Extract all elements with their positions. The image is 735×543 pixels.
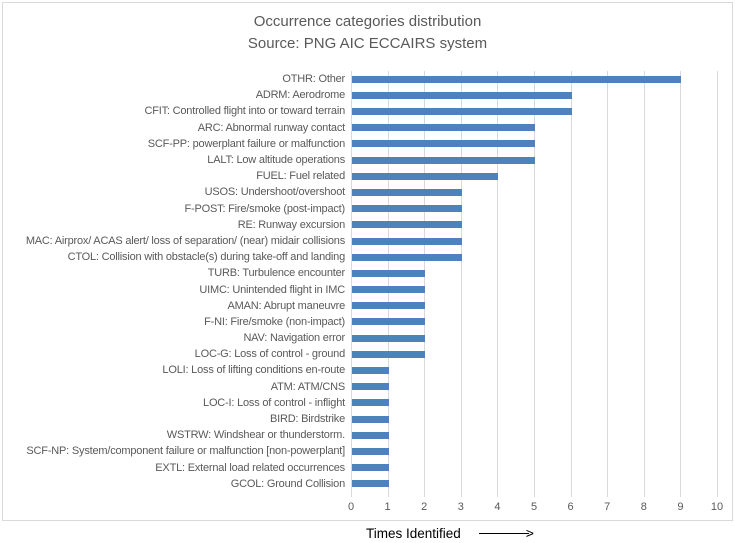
category-label: F-NI: Fire/smoke (non-impact) <box>204 315 345 328</box>
category-label: SCF-PP: powerplant failure or malfunctio… <box>147 137 345 150</box>
bar <box>352 253 462 261</box>
x-tick-label: 5 <box>530 501 538 513</box>
gridline <box>680 71 682 497</box>
category-label: LALT: Low altitude operations <box>207 153 345 166</box>
gridline <box>534 71 535 497</box>
x-tick-label: 8 <box>640 501 647 513</box>
gridline <box>717 71 718 497</box>
gridline <box>570 71 572 497</box>
gridline <box>643 71 645 497</box>
category-label: ARC: Abnormal runway contact <box>197 121 345 134</box>
x-tick-label: 3 <box>457 501 464 513</box>
x-tick-label: 9 <box>677 501 684 513</box>
bar <box>352 75 682 83</box>
category-label: CTOL: Collision with obstacle(s) during … <box>67 251 346 264</box>
bar <box>352 269 426 277</box>
category-label: F-POST: Fire/smoke (post-impact) <box>184 202 346 215</box>
chart-subtitle: Source: PNG AIC ECCAIRS system <box>247 35 488 52</box>
bar <box>352 302 426 310</box>
category-label: CFIT: Controlled flight into or toward t… <box>144 105 346 118</box>
category-label: UIMC: Unintended flight in IMC <box>199 283 345 296</box>
bar <box>352 318 426 326</box>
category-label: AMAN: Abrupt maneuvre <box>227 299 346 312</box>
bar <box>352 399 389 407</box>
x-tick-label: 0 <box>347 501 355 513</box>
right-arrow-head-icon: > <box>525 525 534 541</box>
bar <box>352 431 389 439</box>
plot-area: 0 1 2 3 4 5 6 7 8 9 10 <box>348 71 723 513</box>
x-tick-label: 2 <box>421 501 428 513</box>
bar <box>352 172 499 180</box>
gridline <box>497 71 499 497</box>
bar <box>352 367 389 375</box>
bar <box>352 480 389 488</box>
bar <box>352 448 389 456</box>
bar <box>352 221 462 229</box>
bar <box>352 286 426 294</box>
bar <box>352 350 426 358</box>
bar <box>352 334 426 342</box>
gridline <box>460 71 462 497</box>
right-arrow-line-icon <box>478 532 529 534</box>
bar <box>352 237 462 245</box>
gridline <box>351 71 352 497</box>
category-label: ATM: ATM/CNS <box>270 380 345 393</box>
bar <box>352 383 389 391</box>
category-label: TURB: Turbulence encounter <box>207 267 345 280</box>
bar <box>352 415 389 423</box>
category-label: WSTRW: Windshear or thunderstorm. <box>166 429 345 442</box>
category-axis-labels: OTHR: Other ADRM: Aerodrome CFIT: Controll… <box>3 71 345 492</box>
x-tick-label: 10 <box>710 501 724 513</box>
category-label: EXTL: External load related occurrences <box>155 461 345 474</box>
category-label: LOC-G: Loss of control - ground <box>194 348 346 361</box>
chart-container: Occurrence categories distribution Sourc… <box>2 2 733 521</box>
x-axis-title: Times Identified > <box>366 524 534 542</box>
chart-title-block: Occurrence categories distribution Sourc… <box>3 11 732 55</box>
gridline <box>424 71 426 497</box>
gridline <box>607 71 609 497</box>
x-tick-label: 7 <box>604 501 611 513</box>
bar <box>352 205 462 213</box>
category-label: FUEL: Fuel related <box>256 170 345 183</box>
bar <box>352 464 389 472</box>
category-label: GCOL: Ground Collision <box>230 477 345 490</box>
x-tick-label: 4 <box>494 501 501 513</box>
x-tick-label: 6 <box>567 501 574 513</box>
category-label: LOC-I: Loss of control - inflight <box>203 396 345 409</box>
chart-title: Occurrence categories distribution <box>253 13 482 30</box>
category-label: RE: Runway excursion <box>237 218 345 231</box>
x-axis-title-label: Times Identified <box>366 525 461 541</box>
x-tick-label: 1 <box>384 501 391 513</box>
category-label: BIRD: Birdstrike <box>269 413 345 426</box>
category-label: SCF-NP: System/component failure or malf… <box>26 445 345 458</box>
category-label: ADRM: Aerodrome <box>255 89 346 102</box>
bar <box>352 91 572 99</box>
bar <box>352 107 572 115</box>
gridline <box>387 71 389 497</box>
category-label: NAV: Navigation error <box>243 332 345 345</box>
category-label: USOS: Undershoot/overshoot <box>204 186 346 199</box>
category-label: MAC: Airprox/ ACAS alert/ loss of separa… <box>25 234 345 247</box>
category-label: OTHR: Other <box>282 73 345 85</box>
bar <box>352 124 535 132</box>
category-label: LOLI: Loss of lifting conditions en-rout… <box>162 364 345 377</box>
bar <box>352 140 535 148</box>
bar <box>352 156 535 164</box>
bar <box>352 188 462 196</box>
